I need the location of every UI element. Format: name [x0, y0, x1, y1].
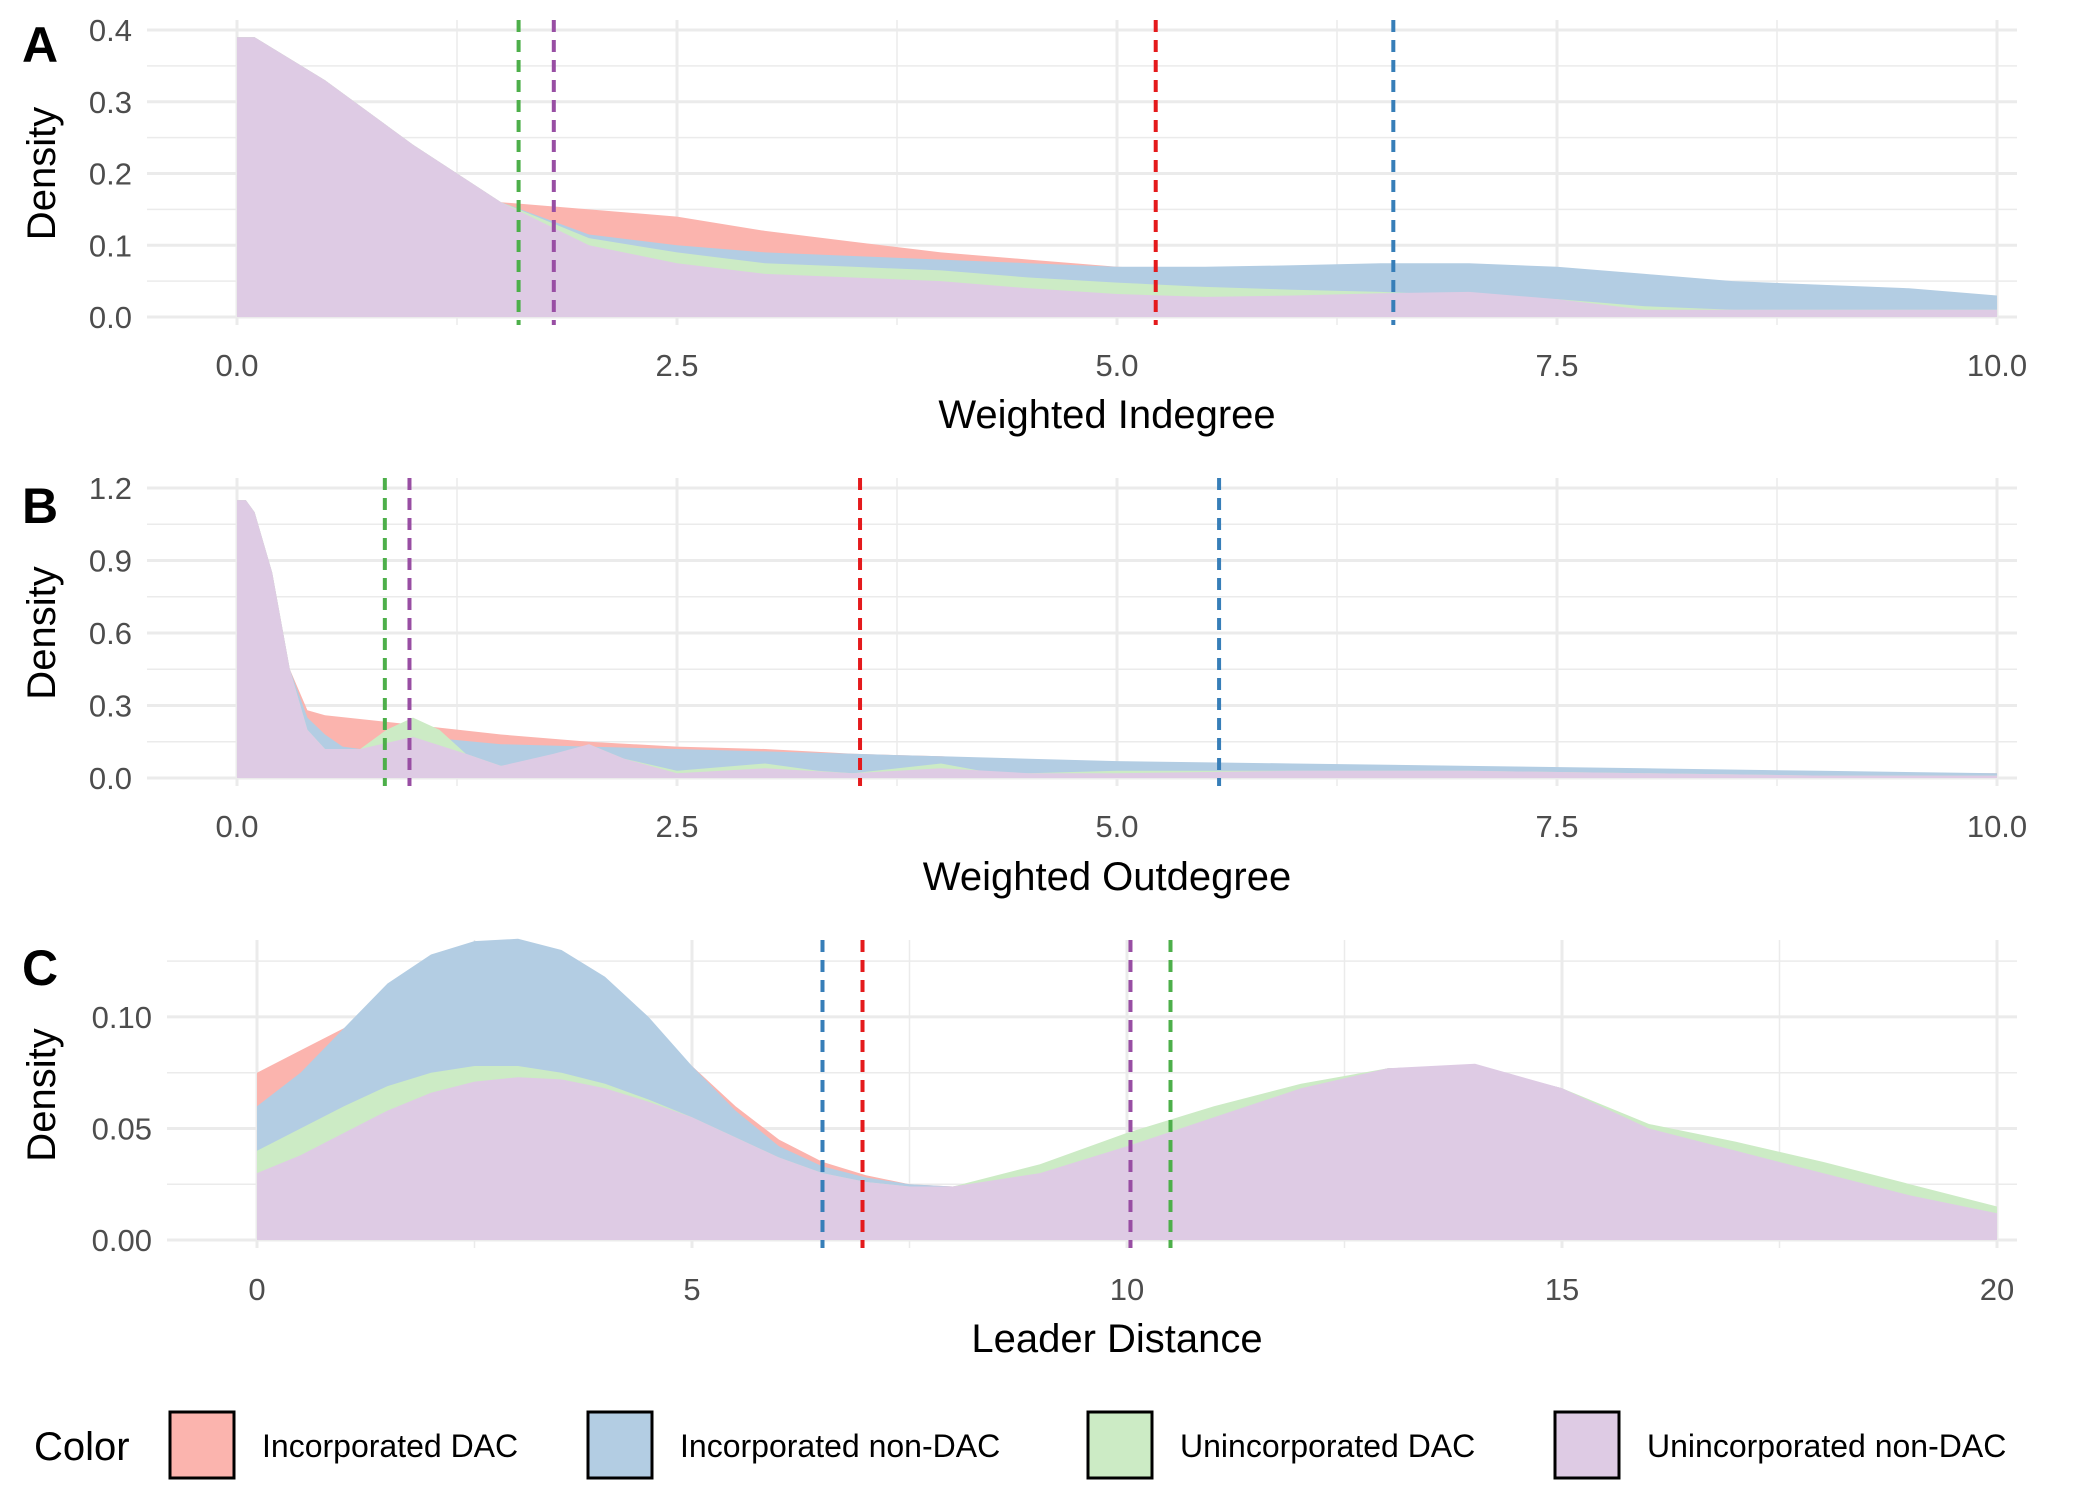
legend-title: Color [34, 1425, 130, 1469]
legend-swatch [168, 1410, 236, 1480]
x-tick-label: 15 [1545, 1272, 1579, 1307]
x-tick-label: 0.0 [215, 809, 258, 844]
y-tick-label: 0.0 [89, 300, 132, 335]
x-axis-title: Weighted Outdegree [923, 855, 1291, 899]
x-tick-label: 5 [683, 1272, 700, 1307]
panel-tag: C [22, 940, 58, 996]
x-tick-label: 2.5 [655, 348, 698, 383]
x-tick-label: 2.5 [655, 809, 698, 844]
y-tick-label: 0.3 [89, 85, 132, 120]
density-area-unincorporated-non-dac [237, 500, 1997, 778]
y-axis-title: Density [20, 566, 64, 699]
x-tick-label: 20 [1980, 1272, 2014, 1307]
y-tick-label: 0.0 [89, 761, 132, 796]
legend-item-unincorporated-non-dac: Unincorporated non-DAC [1553, 1410, 2006, 1480]
legend-item-incorporated-dac: Incorporated DAC [168, 1410, 518, 1480]
x-axis-title: Weighted Indegree [938, 393, 1275, 437]
y-tick-label: 1.2 [89, 471, 132, 506]
x-tick-label: 10.0 [1967, 348, 2027, 383]
y-tick-label: 0.4 [89, 13, 132, 48]
legend-label: Incorporated DAC [262, 1428, 518, 1464]
legend-swatch [586, 1410, 654, 1480]
panel-tag: B [22, 478, 58, 534]
legend-swatch [1086, 1410, 1154, 1480]
legend-label: Incorporated non-DAC [680, 1428, 1000, 1464]
y-tick-label: 0.2 [89, 157, 132, 192]
x-tick-label: 5.0 [1095, 809, 1138, 844]
legend-item-unincorporated-dac: Unincorporated DAC [1086, 1410, 1475, 1480]
legend-label: Unincorporated DAC [1180, 1428, 1475, 1464]
x-axis-title: Leader Distance [971, 1317, 1262, 1361]
x-tick-label: 0.0 [215, 348, 258, 383]
y-tick-label: 0.00 [92, 1223, 152, 1258]
legend-swatch [1553, 1410, 1621, 1480]
panel-b: 0.0 2.5 5.0 7.5 10.0 0.0 0.3 0.6 0.9 1.2 Weighted … [20, 471, 2027, 899]
density-area-incorporated-non-dac [237, 37, 1997, 317]
x-tick-label: 10 [1110, 1272, 1144, 1307]
x-tick-label: 7.5 [1535, 809, 1578, 844]
y-tick-label: 0.3 [89, 689, 132, 724]
legend-label: Unincorporated non-DAC [1647, 1428, 2006, 1464]
density-area-unincorporated-non-dac [237, 37, 1997, 317]
panel-a: 0.0 2.5 5.0 7.5 10.0 0.0 0.1 0.2 0.3 0.4 Weighted … [20, 13, 2027, 437]
y-axis-title: Density [20, 1028, 64, 1161]
panel-tag: A [22, 17, 58, 73]
legend-item-incorporated-non-dac: Incorporated non-DAC [586, 1410, 1000, 1480]
legend: Color Incorporated DAC Incorporated non-D… [34, 1410, 2006, 1480]
y-tick-label: 0.1 [89, 228, 132, 263]
y-tick-label: 0.05 [92, 1111, 152, 1146]
x-tick-label: 10.0 [1967, 809, 2027, 844]
y-axis-title: Density [20, 107, 64, 240]
y-tick-label: 0.9 [89, 544, 132, 579]
y-tick-label: 0.6 [89, 616, 132, 651]
y-tick-label: 0.10 [92, 1000, 152, 1035]
panel-c: 0 5 10 15 20 0.00 0.05 0.10 Leader Distance Densi… [20, 938, 2017, 1361]
x-tick-label: 5.0 [1095, 348, 1138, 383]
x-tick-label: 7.5 [1535, 348, 1578, 383]
density-area-unincorporated-non-dac [257, 1063, 1997, 1240]
x-tick-label: 0 [248, 1272, 265, 1307]
